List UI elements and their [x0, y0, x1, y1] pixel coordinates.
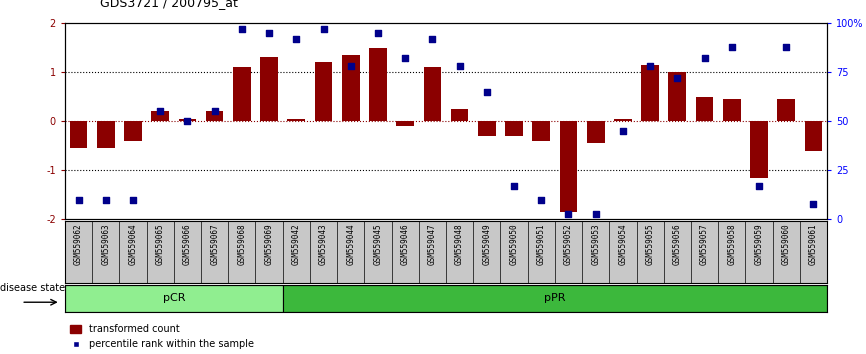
Point	[344, 63, 358, 69]
Text: GSM559069: GSM559069	[265, 223, 274, 265]
Bar	[178, 119, 197, 121]
Bar	[587, 121, 604, 143]
Point	[398, 56, 412, 61]
Bar	[478, 121, 495, 136]
Text: GSM559049: GSM559049	[482, 223, 491, 265]
Bar	[342, 55, 359, 121]
Text: GSM559064: GSM559064	[128, 223, 138, 265]
Text: GSM559065: GSM559065	[156, 223, 165, 265]
Point	[235, 26, 249, 32]
Bar	[397, 121, 414, 126]
Point	[643, 63, 657, 69]
Bar	[641, 65, 659, 121]
Point	[806, 201, 820, 207]
Text: GSM559047: GSM559047	[428, 223, 436, 265]
Bar	[559, 121, 578, 212]
Text: GSM559043: GSM559043	[319, 223, 328, 265]
Bar	[778, 99, 795, 121]
Point	[126, 197, 140, 202]
Point	[507, 183, 521, 189]
Text: GSM559060: GSM559060	[782, 223, 791, 265]
Text: GSM559057: GSM559057	[700, 223, 709, 265]
Text: GSM559063: GSM559063	[101, 223, 110, 265]
Bar	[288, 119, 305, 121]
Bar	[97, 121, 114, 148]
Point	[698, 56, 712, 61]
Text: GSM559062: GSM559062	[74, 223, 83, 265]
Bar	[282, 285, 827, 312]
Point	[752, 183, 766, 189]
Text: GSM559056: GSM559056	[673, 223, 682, 265]
Point	[480, 89, 494, 95]
Bar	[260, 57, 278, 121]
Text: pCR: pCR	[163, 293, 185, 303]
Point	[589, 211, 603, 216]
Text: disease state: disease state	[0, 282, 65, 293]
Bar	[723, 99, 740, 121]
Bar	[695, 97, 714, 121]
Bar	[450, 109, 469, 121]
Text: GSM559052: GSM559052	[564, 223, 573, 265]
Text: GSM559051: GSM559051	[537, 223, 546, 265]
Text: GSM559066: GSM559066	[183, 223, 192, 265]
Text: GSM559044: GSM559044	[346, 223, 355, 265]
Text: GSM559054: GSM559054	[618, 223, 627, 265]
Text: GSM559050: GSM559050	[509, 223, 519, 265]
Bar	[533, 121, 550, 141]
Bar	[124, 121, 142, 141]
Point	[72, 197, 86, 202]
Text: GSM559061: GSM559061	[809, 223, 818, 265]
Text: GDS3721 / 200795_at: GDS3721 / 200795_at	[100, 0, 237, 9]
Point	[153, 109, 167, 114]
Text: GSM559045: GSM559045	[373, 223, 383, 265]
Text: GSM559046: GSM559046	[401, 223, 410, 265]
Text: GSM559068: GSM559068	[237, 223, 246, 265]
Text: pPR: pPR	[544, 293, 565, 303]
Text: GSM559053: GSM559053	[591, 223, 600, 265]
Bar	[750, 121, 768, 178]
Point	[561, 211, 575, 216]
Bar	[669, 72, 686, 121]
Point	[534, 197, 548, 202]
Point	[725, 44, 739, 50]
Point	[670, 75, 684, 81]
Point	[425, 36, 439, 41]
Point	[262, 30, 276, 36]
Text: GSM559048: GSM559048	[456, 223, 464, 265]
Point	[616, 128, 630, 134]
Bar	[233, 67, 251, 121]
Point	[317, 26, 331, 32]
Bar	[505, 121, 523, 136]
Point	[208, 109, 222, 114]
Point	[453, 63, 467, 69]
Point	[180, 118, 194, 124]
Text: GSM559058: GSM559058	[727, 223, 736, 265]
Bar	[69, 121, 87, 148]
Point	[371, 30, 385, 36]
Bar	[206, 112, 223, 121]
Bar	[314, 62, 333, 121]
Point	[289, 36, 303, 41]
Bar	[423, 67, 441, 121]
Legend: transformed count, percentile rank within the sample: transformed count, percentile rank withi…	[70, 324, 255, 349]
Text: GSM559055: GSM559055	[646, 223, 655, 265]
Bar	[614, 119, 631, 121]
Text: GSM559067: GSM559067	[210, 223, 219, 265]
Bar	[369, 47, 387, 121]
Bar	[805, 121, 822, 151]
Text: GSM559042: GSM559042	[292, 223, 301, 265]
Point	[99, 197, 113, 202]
Point	[779, 44, 793, 50]
Bar	[65, 285, 282, 312]
Text: GSM559059: GSM559059	[754, 223, 764, 265]
Bar	[152, 112, 169, 121]
